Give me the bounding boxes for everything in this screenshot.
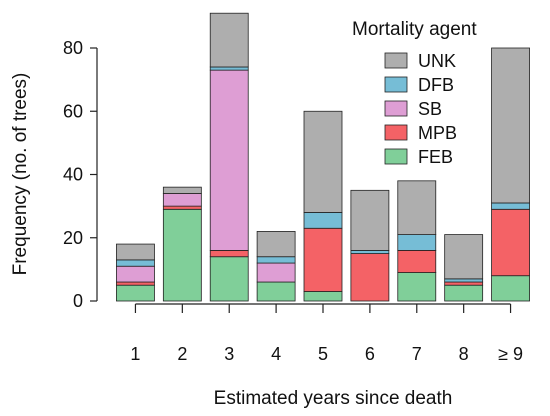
bar-segment-mpb — [491, 208, 530, 277]
x-tick-label: 4 — [271, 344, 281, 364]
x-tick-label: ≥ 9 — [498, 344, 523, 364]
legend-label-unk: UNK — [418, 51, 456, 71]
legend-label-sb: SB — [418, 99, 442, 119]
bar-segment-feb — [397, 272, 437, 302]
bar-segment-feb — [209, 256, 249, 302]
x-axis: 1 2 3 4 5 6 7 8 ≥ 9 — [130, 303, 523, 364]
bar-segment-mpb — [350, 253, 390, 302]
bar-segment-unk — [444, 234, 484, 280]
y-axis-title: Frequency (no. of trees) — [10, 73, 31, 276]
legend-swatch-mpb — [384, 124, 408, 141]
bar-segment-dfb — [397, 234, 437, 251]
bars — [116, 12, 530, 302]
bar-segment-feb — [444, 284, 484, 302]
y-axis: 0 20 40 60 80 — [63, 38, 98, 311]
x-tick-label: 5 — [318, 344, 328, 364]
legend-swatch-unk — [384, 52, 408, 69]
y-tick-label: 0 — [73, 291, 83, 311]
bar-segment-mpb — [162, 205, 202, 210]
bar-segment-feb — [162, 208, 202, 302]
x-tick-label: 8 — [459, 344, 469, 364]
y-tick-label: 40 — [63, 165, 83, 185]
bar-segment-unk — [209, 12, 249, 68]
bar-segment-unk — [116, 243, 155, 261]
y-tick-label: 20 — [63, 228, 83, 248]
bar-segment-feb — [303, 291, 343, 302]
bar-segment-feb — [116, 284, 155, 302]
legend-label-dfb: DFB — [418, 75, 454, 95]
x-axis-title: Estimated years since death — [214, 388, 453, 409]
bar-segment-dfb — [256, 256, 296, 264]
legend-swatch-feb — [384, 148, 408, 165]
bar-segment-dfb — [116, 259, 155, 267]
bar-segment-dfb — [350, 249, 390, 254]
x-tick-label: 6 — [365, 344, 375, 364]
bar-segment-sb — [162, 193, 202, 207]
bar-segment-mpb — [116, 281, 155, 286]
bar-segment-unk — [397, 180, 437, 235]
bar-segment-mpb — [303, 227, 343, 292]
bar-segment-unk — [303, 110, 343, 213]
bar-segment-feb — [256, 281, 296, 302]
x-tick-label: 3 — [224, 344, 234, 364]
x-tick-label: 1 — [130, 344, 140, 364]
bar-segment-unk — [491, 47, 530, 204]
x-tick-label: 7 — [412, 344, 422, 364]
bar-segment-unk — [350, 189, 390, 251]
y-tick-label: 60 — [63, 101, 83, 121]
legend-label-feb: FEB — [418, 147, 453, 167]
bar-segment-mpb — [397, 249, 437, 273]
x-tick-label: 2 — [177, 344, 187, 364]
bar-segment-sb — [116, 265, 155, 283]
legend-title: Mortality agent — [352, 19, 477, 40]
bar-segment-unk — [256, 231, 296, 258]
legend-label-mpb: MPB — [418, 123, 457, 143]
legend: Mortality agent UNK DFB SB MPB FEB — [352, 19, 477, 167]
legend-swatch-dfb — [384, 76, 408, 93]
bar-segment-dfb — [491, 202, 530, 210]
bar-segment-dfb — [209, 66, 249, 71]
bar-segment-dfb — [444, 278, 484, 283]
bar-segment-mpb — [444, 281, 484, 286]
bar-segment-mpb — [209, 249, 249, 258]
bar-segment-sb — [209, 69, 249, 251]
bar-segment-unk — [162, 186, 202, 194]
bar-segment-dfb — [303, 212, 343, 229]
bar-segment-feb — [491, 275, 530, 302]
legend-swatch-sb — [384, 100, 408, 117]
bar-segment-sb — [256, 262, 296, 283]
y-tick-label: 80 — [63, 38, 83, 58]
